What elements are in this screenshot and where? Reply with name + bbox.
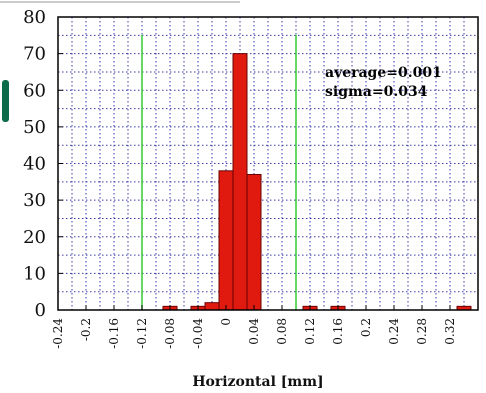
x-tick-label: 0.24	[387, 318, 401, 345]
histogram-bar	[246, 173, 262, 311]
x-axis-ticks: -0.24 -0.2 -0.16 -0.12 -0.08 -0.04 0 0.04 0.08 0.…	[51, 305, 457, 349]
histogram-bars	[162, 53, 472, 311]
x-tick-label: 0.08	[275, 318, 289, 345]
x-tick-label: -0.24	[51, 318, 65, 349]
y-tick-label: 10	[23, 263, 46, 284]
average-annotation: average=0.001	[325, 65, 442, 81]
y-tick-label: 70	[23, 44, 46, 65]
y-tick-label: 30	[23, 190, 46, 211]
histogram-bar	[232, 53, 248, 311]
x-tick-label: 0.28	[415, 318, 429, 345]
y-tick-label: 0	[35, 300, 46, 321]
y-axis-ticks: 0 10 20 30 40 50 60 70 80	[23, 7, 63, 321]
x-tick-label: -0.2	[79, 318, 93, 341]
x-tick-label: 0.32	[443, 318, 457, 345]
x-tick-label: 0	[219, 318, 233, 326]
x-axis-label: Horizontal [mm]	[192, 374, 323, 390]
x-tick-label: -0.16	[107, 318, 121, 349]
y-tick-label: 20	[23, 227, 46, 248]
x-tick-label: 0.12	[303, 318, 317, 345]
x-tick-label: 0.16	[331, 318, 345, 345]
left-green-marker	[2, 80, 9, 122]
y-tick-label: 50	[23, 117, 46, 138]
x-tick-label: -0.12	[135, 318, 149, 349]
histogram-bar	[204, 302, 220, 311]
y-tick-label: 60	[23, 80, 46, 101]
y-tick-label: 40	[23, 154, 46, 175]
x-tick-label: -0.04	[191, 318, 205, 349]
histogram-bar	[218, 170, 234, 311]
x-tick-label: -0.08	[163, 318, 177, 349]
y-tick-label: 80	[23, 7, 46, 28]
reference-lines	[141, 35, 297, 310]
sigma-annotation: sigma=0.034	[325, 84, 428, 100]
x-tick-label: 0.2	[359, 318, 373, 337]
x-tick-label: 0.04	[247, 318, 261, 345]
